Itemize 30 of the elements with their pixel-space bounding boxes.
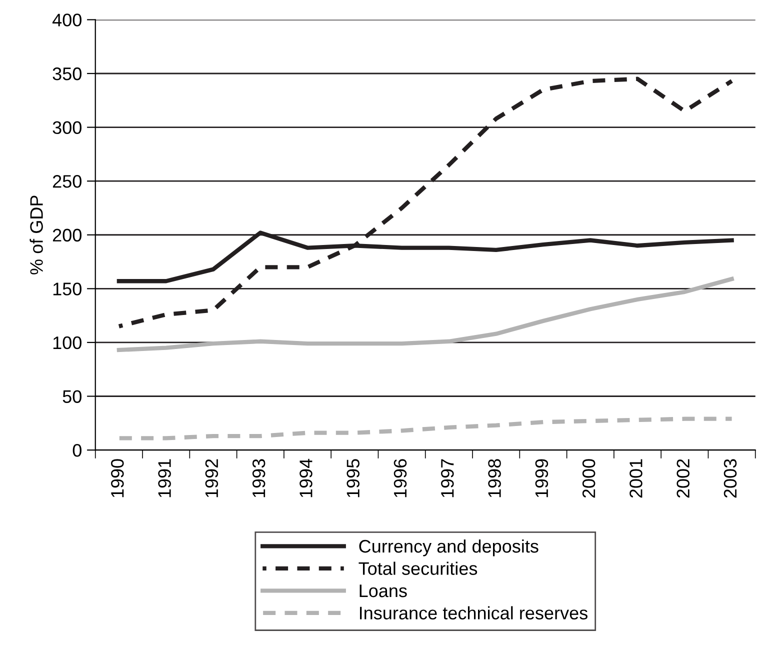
y-tick-label: 300 xyxy=(52,121,82,134)
x-tick-label: 1991 xyxy=(158,459,171,498)
x-tick-label: 1995 xyxy=(346,459,360,498)
x-tick-label: 2001 xyxy=(630,459,642,498)
y-tick-label: 150 xyxy=(53,282,82,296)
x-tick-label: 1996 xyxy=(394,459,407,498)
x-tick-label: 2000 xyxy=(582,459,596,498)
y-tick-label: 400 xyxy=(52,14,82,26)
x-tick-label: 1997 xyxy=(441,459,454,498)
y-tick-label: 250 xyxy=(52,175,82,188)
x-tick-label: 1992 xyxy=(205,459,218,498)
y-tick-label: 350 xyxy=(52,67,82,80)
x-tick-label: 1999 xyxy=(535,459,548,498)
x-tick-label: 1998 xyxy=(488,459,501,498)
line-series xyxy=(116,276,734,352)
y-tick-label: 100 xyxy=(53,336,82,350)
y-tick-label: 200 xyxy=(52,228,82,242)
x-tick-label: 1990 xyxy=(111,459,124,498)
legend-label: Currency and deposits xyxy=(359,539,538,556)
x-tick-label: 1993 xyxy=(252,459,266,498)
x-tick-label: 2002 xyxy=(676,459,690,498)
legend-label: Insurance technical reserves xyxy=(360,606,588,620)
line-series xyxy=(116,416,734,440)
y-tick-label: 0 xyxy=(72,444,82,457)
x-tick-label: 2003 xyxy=(724,459,737,498)
y-tick-label: 50 xyxy=(62,390,82,403)
x-tick-label: 1994 xyxy=(300,458,312,498)
y-axis-title: % of GDP xyxy=(30,196,43,274)
legend-label: Total securities xyxy=(358,562,478,575)
legend-label: Loans xyxy=(360,584,407,598)
